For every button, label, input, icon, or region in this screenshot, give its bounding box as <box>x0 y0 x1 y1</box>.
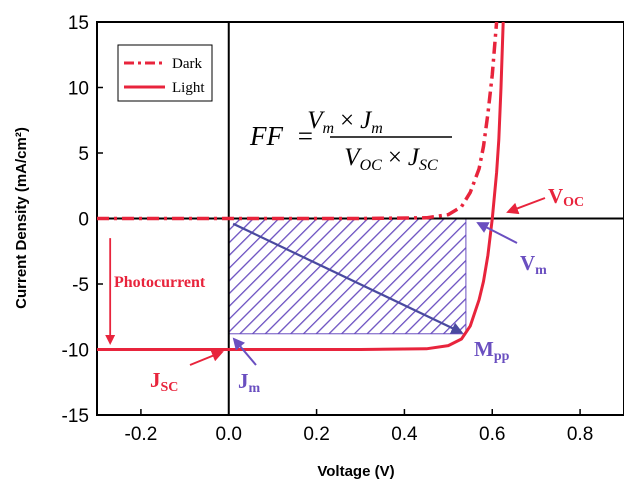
formula-equals: = <box>298 121 313 151</box>
jsc-annotation: JSC <box>150 350 224 395</box>
plot-layer: -0.2 0.0 0.2 0.4 0.6 0.8 -15 -10 -5 0 5 10 15 <box>62 13 624 445</box>
svg-text:Jm: Jm <box>238 369 261 396</box>
y-tick-label: -5 <box>72 275 89 296</box>
y-tick-label: 5 <box>78 144 89 165</box>
x-tick-label: -0.2 <box>125 424 158 445</box>
formula-den-b-sub: SC <box>419 157 438 174</box>
y-axis-label: Current Density (mA/cm²) <box>13 127 30 309</box>
svg-text:Mpp: Mpp <box>474 337 510 364</box>
legend-box <box>117 44 213 102</box>
jm-label-sub: m <box>249 381 261 396</box>
formula-lhs: FF <box>249 121 283 151</box>
mpp-label: M <box>474 337 494 361</box>
formula-num-b-sub: m <box>371 120 383 137</box>
x-tick-label: 0.4 <box>391 424 418 445</box>
formula-den-a-sub: OC <box>360 157 383 174</box>
jm-label: J <box>238 369 249 393</box>
svg-text:VOC: VOC <box>548 184 584 210</box>
formula-num-b: J <box>360 107 373 134</box>
legend: Dark Light <box>117 44 213 102</box>
vm-label: V <box>520 251 535 275</box>
svg-text:VOC×JSC: VOC × JSC <box>344 144 438 174</box>
voc-pointer <box>506 197 546 215</box>
fill-factor-formula: FF = Vm × Jm VOC × JSC <box>249 107 452 174</box>
y-tick-label: -10 <box>62 341 89 362</box>
vm-annotation: Vm <box>476 222 547 278</box>
series-line-dark <box>97 22 499 221</box>
x-tick-label: 0.2 <box>303 424 329 445</box>
voc-label-sub: OC <box>563 195 584 210</box>
svg-text:Vm: Vm <box>520 251 547 278</box>
x-tick-label: 0.0 <box>216 424 242 445</box>
voc-label: V <box>548 184 563 208</box>
series-line-light <box>97 22 505 351</box>
svg-text:Vm×Jm: Vm × Jm <box>307 107 383 137</box>
photocurrent-label: Photocurrent <box>114 274 206 291</box>
x-axis-label: Voltage (V) <box>317 463 394 480</box>
jm-pointer <box>232 337 257 366</box>
jsc-pointer <box>189 350 224 366</box>
x-tick-label: 0.6 <box>479 424 505 445</box>
vm-pointer <box>476 222 518 244</box>
formula-den-a: V <box>344 144 362 171</box>
jsc-label: J <box>150 368 161 392</box>
y-tick-label: 10 <box>68 79 89 100</box>
legend-label-light: Light <box>172 80 205 96</box>
formula-den-times: × <box>388 144 402 171</box>
mpp-annotation: Mpp <box>474 337 510 364</box>
jsc-label-sub: SC <box>161 380 179 395</box>
formula-num-a: V <box>307 107 325 134</box>
y-tick-label: 15 <box>68 13 89 34</box>
x-tick-label: 0.8 <box>567 424 593 445</box>
formula-num-times: × <box>340 107 354 134</box>
vm-label-sub: m <box>535 263 547 278</box>
legend-label-dark: Dark <box>172 56 202 72</box>
y-tick-label: 0 <box>78 210 89 231</box>
formula-den-b: J <box>408 144 421 171</box>
svg-text:FF =: FF = <box>249 121 313 151</box>
formula-num-a-sub: m <box>322 120 334 137</box>
y-tick-label: -15 <box>62 406 89 427</box>
jm-annotation: Jm <box>232 337 261 396</box>
voc-annotation: VOC <box>506 184 584 215</box>
diagonal-arrow <box>232 222 464 334</box>
svg-text:JSC: JSC <box>150 368 178 395</box>
mpp-label-sub: pp <box>494 349 510 364</box>
